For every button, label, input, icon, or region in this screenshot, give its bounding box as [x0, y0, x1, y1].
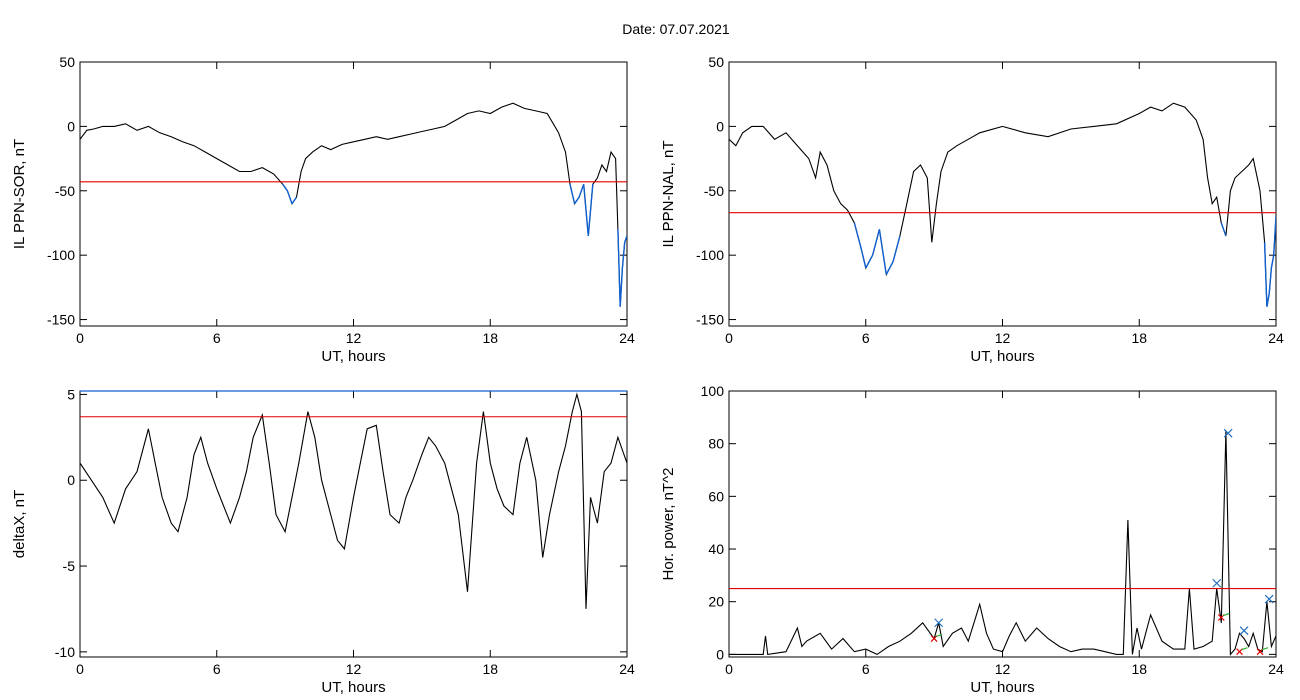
peak-marker	[1264, 594, 1274, 604]
x-axis-label: UT, hours	[970, 348, 1034, 365]
plot-frame	[728, 390, 1277, 658]
x-tick-label: 24	[619, 661, 635, 677]
peak-marker	[1223, 428, 1233, 438]
plot-area	[729, 430, 1276, 656]
plot-area	[729, 102, 1276, 307]
minimum-trend-mark	[1261, 647, 1269, 651]
plot-frame	[79, 61, 628, 327]
minimum-trend-mark	[1223, 612, 1230, 617]
x-axis-label: UT, hours	[970, 679, 1034, 696]
plot-area	[80, 102, 627, 307]
plot-frame	[79, 390, 628, 658]
minimum-marker	[1236, 648, 1243, 656]
x-tick-label: 12	[995, 661, 1011, 677]
peak-marker	[1212, 578, 1222, 588]
x-tick-label: 0	[725, 330, 733, 346]
series-line	[729, 102, 1276, 307]
y-tick-label: 20	[708, 594, 724, 610]
x-tick-label: 6	[213, 661, 221, 677]
x-tick-label: 6	[862, 330, 870, 346]
x-axis-label: UT, hours	[321, 679, 385, 696]
x-tick-label: 0	[725, 661, 733, 677]
y-tick-label: -5	[63, 558, 76, 574]
y-axis-label: IL PPN-SOR, nT	[11, 139, 28, 249]
y-axis-label: Hor. power, nT^2	[660, 468, 677, 581]
x-tick-label: 12	[995, 330, 1011, 346]
series-line	[80, 102, 627, 307]
y-tick-label: 40	[708, 541, 724, 557]
x-tick-label: 12	[346, 330, 362, 346]
x-tick-label: 24	[1268, 661, 1284, 677]
y-tick-label: 0	[67, 472, 75, 488]
x-tick-label: 18	[1131, 330, 1147, 346]
y-axis-label: deltaX, nT	[11, 490, 28, 558]
y-tick-label: -50	[704, 183, 724, 199]
x-tick-label: 24	[1268, 330, 1284, 346]
x-tick-label: 0	[76, 330, 84, 346]
plot-frame	[728, 61, 1277, 327]
chart-panel-3: 0 6 12 18 24 5 0 -5 -10 UT, hours deltaX, nT	[11, 386, 635, 696]
x-tick-label: 0	[76, 661, 84, 677]
x-tick-label: 6	[862, 661, 870, 677]
y-tick-label: 60	[708, 488, 724, 504]
y-tick-label: -150	[47, 312, 75, 328]
x-axis-label: UT, hours	[321, 348, 385, 365]
x-tick-label: 18	[1131, 661, 1147, 677]
chart-panel-4: 0 6 12 18 24 100 80 60 40 20 0 UT, hours Hor. power,…	[660, 383, 1284, 696]
chart-panel-2: 0 6 12 18 24 50 0 -50 -100 -150 UT, hours IL PPN-NA…	[660, 54, 1284, 365]
y-tick-label: -50	[55, 183, 75, 199]
figure-title: Date: 07.07.2021	[622, 21, 730, 37]
x-tick-label: 24	[619, 330, 635, 346]
y-tick-label: 50	[708, 54, 724, 70]
peak-marker	[1239, 626, 1249, 636]
y-axis-label: IL PPN-NAL, nT	[660, 141, 677, 248]
y-tick-label: 5	[67, 386, 75, 402]
series-line	[729, 430, 1276, 656]
minimum-trend-mark	[1241, 647, 1248, 651]
y-tick-label: 0	[716, 118, 724, 134]
x-tick-label: 18	[482, 330, 498, 346]
y-tick-label: -100	[696, 247, 724, 263]
below-threshold-line	[282, 183, 627, 307]
x-tick-label: 18	[482, 661, 498, 677]
below-threshold-line	[853, 216, 1276, 307]
y-tick-label: 100	[701, 383, 725, 399]
y-tick-label: 0	[67, 118, 75, 134]
chart-panel-1: 0 6 12 18 24 50 0 -50 -100 -150 UT, hours IL PPN-SO…	[11, 54, 635, 365]
peak-marker	[934, 618, 944, 628]
y-tick-label: -100	[47, 247, 75, 263]
y-tick-label: -150	[696, 312, 724, 328]
series-line	[80, 392, 627, 609]
y-tick-label: 80	[708, 436, 724, 452]
y-tick-label: 50	[59, 54, 75, 70]
y-tick-label: 0	[716, 646, 724, 662]
y-tick-label: -10	[55, 644, 75, 660]
x-tick-label: 6	[213, 330, 221, 346]
x-tick-label: 12	[346, 661, 362, 677]
plot-area	[80, 392, 627, 609]
minimum-trend-mark	[935, 633, 943, 638]
